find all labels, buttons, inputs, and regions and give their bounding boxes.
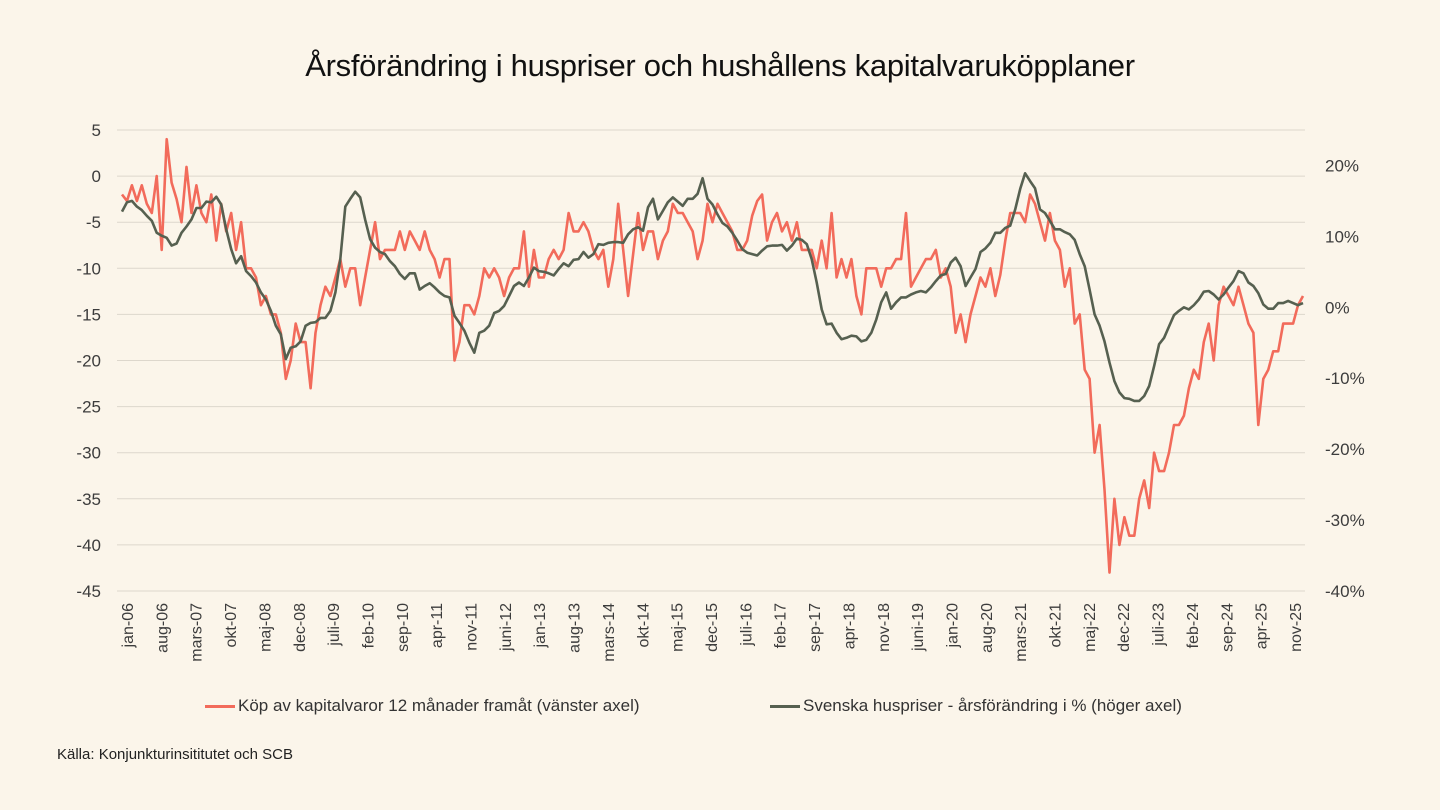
x-tick-label: sep-24 xyxy=(1219,603,1236,652)
x-tick-label: aug-13 xyxy=(567,603,584,653)
y-left-tick-label: -30 xyxy=(76,444,101,463)
y-axis-right: 20% 10% 0% -10% -20% -30% -40% xyxy=(1325,156,1365,601)
x-tick-label: sep-17 xyxy=(807,603,824,652)
x-tick-label: juli-16 xyxy=(738,603,755,647)
y-right-tick-label: 10% xyxy=(1325,227,1359,246)
y-left-tick-label: -10 xyxy=(76,259,101,278)
source-note: Källa: Konjunkturinsititutet och SCB xyxy=(57,746,293,763)
x-tick-label: feb-17 xyxy=(773,603,790,648)
x-tick-label: maj-22 xyxy=(1082,603,1099,652)
x-tick-label: nov-25 xyxy=(1288,603,1305,652)
y-axis-left: 5 0 -5 -10 -15 -20 -25 -30 -35 -40 -45 xyxy=(76,121,101,601)
x-tick-label: juni-19 xyxy=(910,603,927,652)
y-left-tick-label: -15 xyxy=(76,305,101,324)
x-tick-label: sep-10 xyxy=(395,603,412,652)
x-tick-label: apr-18 xyxy=(841,603,858,649)
x-tick-label: aug-20 xyxy=(979,603,996,653)
x-tick-label: juli-09 xyxy=(326,603,343,647)
x-tick-label: juli-23 xyxy=(1151,603,1168,647)
x-tick-label: mars-14 xyxy=(601,603,618,662)
x-tick-label: mars-07 xyxy=(189,603,206,662)
x-tick-label: apr-11 xyxy=(429,603,446,648)
x-tick-label: jan-13 xyxy=(532,603,549,649)
series-line-huspriser xyxy=(120,172,1304,403)
chart-title: Årsförändring i huspriser och hushållens… xyxy=(305,48,1135,83)
y-left-tick-label: -5 xyxy=(86,213,101,232)
x-tick-label: juni-12 xyxy=(498,603,515,652)
legend-swatch-green xyxy=(770,704,800,708)
y-right-tick-label: 0% xyxy=(1325,298,1350,317)
x-tick-label: dec-15 xyxy=(704,603,721,652)
x-tick-label: dec-08 xyxy=(292,603,309,652)
y-left-tick-label: -25 xyxy=(76,398,101,417)
legend-item-kapitalvaror: Köp av kapitalvaror 12 månader framåt (v… xyxy=(205,696,640,716)
x-tick-label: nov-11 xyxy=(464,603,481,651)
y-right-tick-label: 20% xyxy=(1325,156,1359,175)
x-tick-label: apr-25 xyxy=(1254,603,1271,649)
y-left-tick-label: 5 xyxy=(92,121,101,140)
legend-swatch-red xyxy=(205,704,235,708)
y-left-tick-label: -45 xyxy=(76,582,101,601)
x-tick-label: jan-20 xyxy=(944,603,961,649)
legend-label: Svenska huspriser - årsförändring i % (h… xyxy=(803,696,1182,715)
x-tick-label: maj-15 xyxy=(670,603,687,652)
x-tick-label: okt-21 xyxy=(1048,603,1065,648)
x-tick-label: dec-22 xyxy=(1116,603,1133,652)
legend-label: Köp av kapitalvaror 12 månader framåt (v… xyxy=(238,696,640,715)
x-tick-label: feb-10 xyxy=(360,603,377,648)
series-line-kapitalvaror xyxy=(120,137,1305,574)
y-left-tick-label: -20 xyxy=(76,352,101,371)
y-right-tick-label: -30% xyxy=(1325,511,1365,530)
y-left-tick-label: 0 xyxy=(92,167,101,186)
y-right-tick-label: -40% xyxy=(1325,582,1365,601)
y-left-tick-label: -40 xyxy=(76,536,101,555)
x-tick-label: maj-08 xyxy=(257,603,274,652)
legend-item-huspriser: Svenska huspriser - årsförändring i % (h… xyxy=(770,696,1182,716)
x-tick-label: okt-07 xyxy=(223,603,240,648)
x-tick-label: feb-24 xyxy=(1185,603,1202,648)
y-left-tick-label: -35 xyxy=(76,490,101,509)
y-right-tick-label: -20% xyxy=(1325,440,1365,459)
x-tick-label: jan-06 xyxy=(120,603,137,649)
y-right-tick-label: -10% xyxy=(1325,369,1365,388)
x-tick-label: nov-18 xyxy=(876,603,893,652)
x-tick-label: aug-06 xyxy=(154,603,171,653)
series-lines xyxy=(120,137,1305,574)
x-tick-label: okt-14 xyxy=(635,603,652,648)
x-tick-label: mars-21 xyxy=(1013,603,1030,662)
x-axis: jan-06 aug-06 mars-07 okt-07 maj-08 dec-08 jul… xyxy=(120,603,1305,662)
